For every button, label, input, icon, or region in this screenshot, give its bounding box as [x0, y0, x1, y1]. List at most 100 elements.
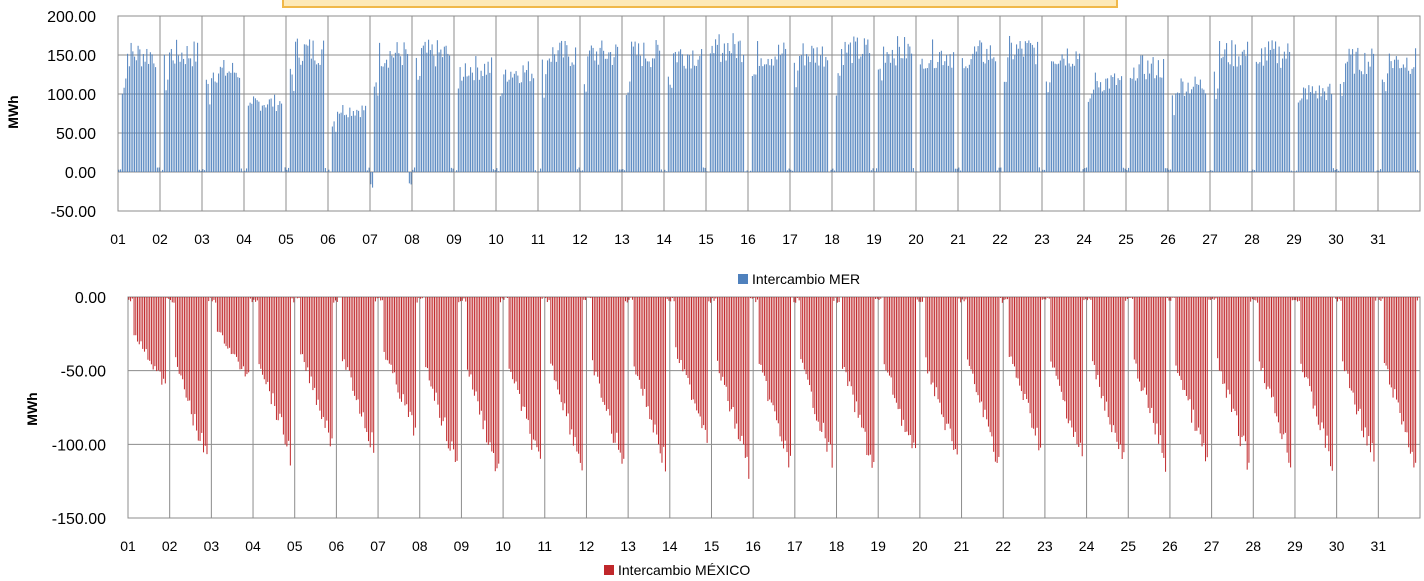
bar	[1001, 297, 1003, 303]
bar	[842, 65, 844, 172]
x-tick-label: 26	[1160, 231, 1176, 247]
bar	[284, 297, 286, 445]
x-tick-label: 29	[1287, 538, 1303, 554]
bar	[402, 297, 404, 395]
bar	[968, 64, 970, 172]
bar	[228, 71, 230, 172]
bar	[799, 55, 801, 173]
bar	[173, 297, 175, 303]
bar	[1166, 297, 1168, 299]
bar	[1260, 297, 1262, 371]
bar	[984, 63, 986, 172]
bar	[373, 86, 375, 172]
bar	[279, 101, 281, 172]
bar	[1017, 297, 1019, 379]
bar	[533, 78, 535, 172]
bar	[653, 58, 655, 173]
bar	[784, 297, 786, 441]
bar	[274, 94, 276, 172]
x-tick-label: 15	[704, 538, 720, 554]
bar	[685, 68, 687, 172]
bar	[1345, 63, 1347, 172]
bar	[1283, 51, 1285, 172]
bar	[146, 48, 148, 172]
bar	[1163, 58, 1165, 172]
bar	[642, 297, 644, 396]
x-tick-label: 30	[1329, 538, 1345, 554]
bar	[1324, 91, 1326, 172]
bar	[1073, 65, 1075, 172]
bar	[298, 57, 300, 173]
bar	[541, 59, 543, 172]
bar	[1126, 170, 1128, 172]
bar	[1051, 61, 1053, 173]
bar	[1159, 297, 1161, 436]
bar	[970, 59, 972, 172]
bar	[465, 297, 467, 302]
bar	[1062, 297, 1064, 400]
bar	[315, 297, 317, 405]
bar	[386, 59, 388, 173]
bar	[1066, 297, 1068, 419]
bar	[800, 55, 802, 172]
bar	[1191, 89, 1193, 172]
bar	[1173, 297, 1175, 298]
bar	[739, 40, 741, 172]
bar	[1161, 297, 1163, 453]
bar	[842, 297, 844, 369]
bar	[1121, 76, 1123, 172]
bar	[1389, 297, 1391, 385]
bar	[260, 110, 262, 172]
bar	[277, 297, 279, 421]
bar	[979, 297, 981, 403]
bar	[1104, 297, 1106, 411]
x-tick-label: 24	[1076, 231, 1092, 247]
bar	[1287, 43, 1289, 172]
bar	[156, 167, 158, 172]
bar	[342, 105, 344, 172]
bar	[251, 297, 253, 303]
bar	[1064, 297, 1066, 402]
bar	[1003, 81, 1005, 172]
bar	[317, 63, 319, 172]
bar	[491, 297, 493, 452]
x-tick-label: 13	[614, 231, 630, 247]
bar	[911, 53, 913, 172]
bar	[239, 77, 241, 172]
bar	[1371, 297, 1373, 444]
x-tick-label: 09	[454, 538, 470, 554]
bar	[1163, 297, 1165, 458]
bar	[336, 297, 338, 303]
bar	[410, 172, 412, 185]
x-tick-label: 14	[656, 231, 672, 247]
bar	[401, 65, 403, 172]
bar	[1140, 55, 1142, 173]
bar	[798, 297, 800, 301]
bar	[232, 62, 234, 172]
bar	[769, 297, 771, 400]
bar	[1334, 170, 1336, 172]
bar	[417, 79, 419, 172]
bar	[1140, 297, 1142, 392]
bar	[361, 105, 363, 172]
bar	[340, 112, 342, 172]
bar	[234, 297, 236, 355]
bar	[529, 297, 531, 434]
bar	[832, 168, 834, 172]
bar	[392, 297, 394, 374]
bar	[190, 58, 192, 172]
bar	[1053, 297, 1055, 368]
bar	[907, 43, 909, 173]
bar	[951, 67, 953, 172]
bar	[1331, 297, 1333, 471]
bar	[774, 56, 776, 172]
bar	[871, 297, 873, 468]
bar	[921, 58, 923, 172]
bar	[305, 297, 307, 371]
bar	[1265, 297, 1267, 390]
bar	[566, 45, 568, 172]
bar	[687, 54, 689, 172]
bar	[588, 297, 590, 298]
bar	[963, 297, 965, 302]
bar	[993, 297, 995, 452]
